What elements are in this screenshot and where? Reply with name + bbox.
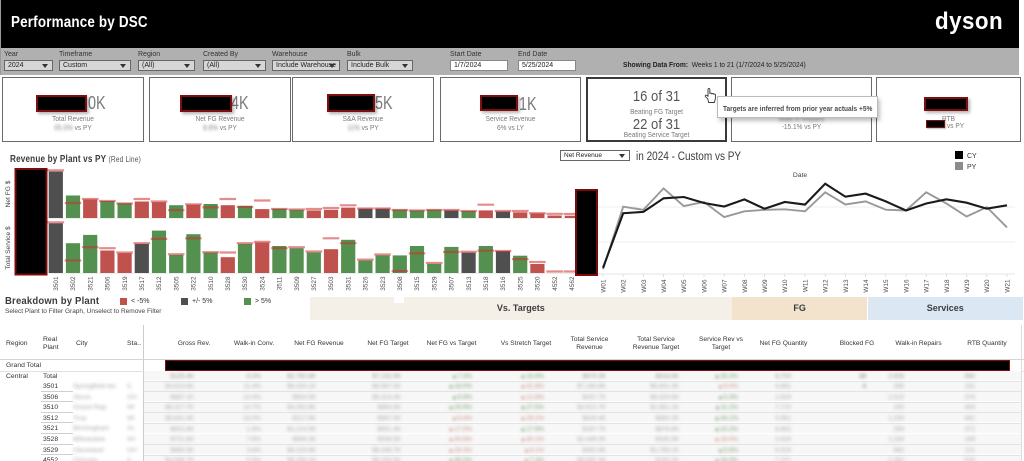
svg-text:3509: 3509 xyxy=(294,276,301,291)
svg-text:3515: 3515 xyxy=(414,276,421,291)
svg-text:3517: 3517 xyxy=(139,276,146,291)
svg-text:CY: CY xyxy=(967,153,977,160)
svg-text:W10: W10 xyxy=(782,279,789,293)
svg-text:3528: 3528 xyxy=(225,276,232,291)
svg-text:3524: 3524 xyxy=(259,276,266,291)
svg-text:Revenue by Plant vs PY (Red Li: Revenue by Plant vs PY (Red Line) xyxy=(10,152,141,164)
svg-text:Total Service $: Total Service $ xyxy=(5,226,12,270)
svg-text:W16: W16 xyxy=(903,279,910,293)
svg-text:3525: 3525 xyxy=(517,276,524,291)
svg-text:3513: 3513 xyxy=(466,276,473,291)
svg-text:Date: Date xyxy=(793,172,808,179)
svg-text:3506: 3506 xyxy=(105,276,112,291)
svg-text:3501: 3501 xyxy=(53,276,60,291)
svg-text:W08: W08 xyxy=(742,279,749,293)
svg-text:W20: W20 xyxy=(984,279,991,293)
svg-text:W11: W11 xyxy=(802,279,809,292)
svg-text:3526: 3526 xyxy=(363,276,370,291)
svg-text:W05: W05 xyxy=(681,279,688,293)
svg-text:3527: 3527 xyxy=(311,276,318,291)
svg-text:3520: 3520 xyxy=(535,276,542,291)
svg-text:W15: W15 xyxy=(883,279,890,293)
svg-text:4562: 4562 xyxy=(569,276,576,291)
svg-text:W01: W01 xyxy=(600,279,607,293)
svg-text:W18: W18 xyxy=(944,279,951,293)
svg-text:Net FG $: Net FG $ xyxy=(5,180,12,207)
svg-text:W03: W03 xyxy=(641,279,648,293)
svg-text:3529: 3529 xyxy=(431,276,438,291)
svg-text:3530: 3530 xyxy=(242,276,249,291)
svg-text:W19: W19 xyxy=(964,279,971,293)
svg-text:PY: PY xyxy=(967,164,977,171)
svg-text:3522: 3522 xyxy=(191,276,198,291)
svg-text:W14: W14 xyxy=(863,279,870,293)
svg-text:3518: 3518 xyxy=(483,276,490,291)
svg-text:3521: 3521 xyxy=(87,276,94,291)
svg-text:W04: W04 xyxy=(661,279,668,293)
svg-text:W06: W06 xyxy=(701,279,708,293)
svg-text:3502: 3502 xyxy=(70,276,77,291)
svg-text:4552: 4552 xyxy=(552,276,559,291)
svg-text:3519: 3519 xyxy=(122,276,129,291)
svg-text:W21: W21 xyxy=(1004,279,1011,293)
svg-text:3510: 3510 xyxy=(208,276,215,291)
svg-text:W02: W02 xyxy=(621,279,628,293)
svg-text:3508: 3508 xyxy=(397,276,404,291)
svg-text:3516: 3516 xyxy=(500,276,507,291)
svg-text:3531: 3531 xyxy=(345,276,352,291)
svg-text:3523: 3523 xyxy=(380,276,387,291)
svg-text:3505: 3505 xyxy=(173,276,180,291)
svg-text:3507: 3507 xyxy=(449,276,456,291)
svg-text:3503: 3503 xyxy=(328,276,335,291)
svg-text:W07: W07 xyxy=(722,279,729,293)
svg-text:W17: W17 xyxy=(924,279,931,293)
svg-text:3512: 3512 xyxy=(156,276,163,291)
svg-text:3511: 3511 xyxy=(277,276,284,290)
svg-text:W09: W09 xyxy=(762,279,769,293)
svg-text:W13: W13 xyxy=(843,279,850,293)
svg-text:W12: W12 xyxy=(823,279,830,293)
